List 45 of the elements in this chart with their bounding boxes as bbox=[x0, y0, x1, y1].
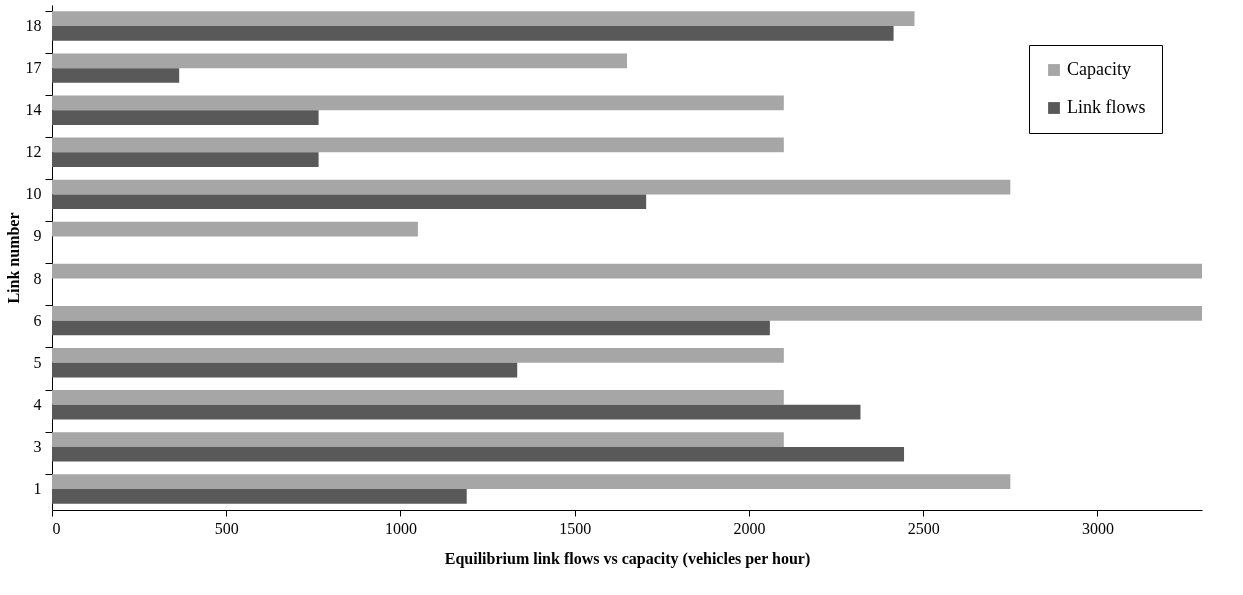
y-tick-label: 10 bbox=[25, 185, 42, 203]
bar bbox=[52, 488, 467, 504]
x-tick-label: 500 bbox=[214, 519, 239, 537]
y-tick-label: 5 bbox=[33, 353, 42, 371]
legend-label: Capacity bbox=[1067, 59, 1131, 79]
bar bbox=[52, 68, 180, 83]
x-tick-label: 2500 bbox=[907, 519, 940, 537]
x-tick-label: 3000 bbox=[1081, 519, 1114, 537]
bar bbox=[52, 390, 784, 405]
y-axis-title: Link number bbox=[4, 212, 22, 304]
bar bbox=[52, 11, 915, 27]
bar bbox=[52, 221, 418, 237]
bar bbox=[52, 347, 784, 363]
x-axis-title: Equilibrium link flows vs capacity (vehicles per hour) bbox=[444, 549, 811, 568]
bar bbox=[52, 152, 319, 168]
y-tick-label: 14 bbox=[25, 101, 42, 119]
y-tick-label: 17 bbox=[25, 59, 42, 77]
y-tick-label: 1 bbox=[33, 479, 42, 497]
bar bbox=[52, 320, 770, 336]
bar bbox=[52, 305, 1202, 321]
x-tick-label: 2000 bbox=[733, 519, 766, 537]
bar bbox=[52, 474, 1011, 489]
bar bbox=[52, 95, 784, 111]
bar bbox=[52, 179, 1011, 195]
bar bbox=[52, 404, 861, 420]
legend-label: Link flows bbox=[1067, 97, 1146, 117]
bar bbox=[52, 110, 319, 125]
bar bbox=[52, 263, 1202, 279]
x-tick-label: 0 bbox=[52, 519, 61, 537]
y-tick-label: 3 bbox=[33, 437, 42, 455]
y-tick-label: 6 bbox=[33, 311, 42, 329]
bar bbox=[52, 53, 627, 69]
x-tick-label: 1000 bbox=[384, 519, 417, 537]
x-tick-label: 1500 bbox=[559, 519, 592, 537]
bar bbox=[52, 432, 784, 447]
bar bbox=[52, 446, 905, 462]
bar bbox=[52, 137, 784, 153]
bar bbox=[52, 26, 894, 41]
bar bbox=[52, 194, 647, 210]
y-tick-label: 12 bbox=[25, 143, 42, 161]
y-tick-label: 18 bbox=[25, 17, 42, 35]
bar bbox=[52, 362, 518, 378]
y-tick-label: 8 bbox=[33, 269, 42, 287]
y-tick-label: 4 bbox=[33, 395, 42, 413]
y-tick-label: 9 bbox=[33, 227, 42, 245]
